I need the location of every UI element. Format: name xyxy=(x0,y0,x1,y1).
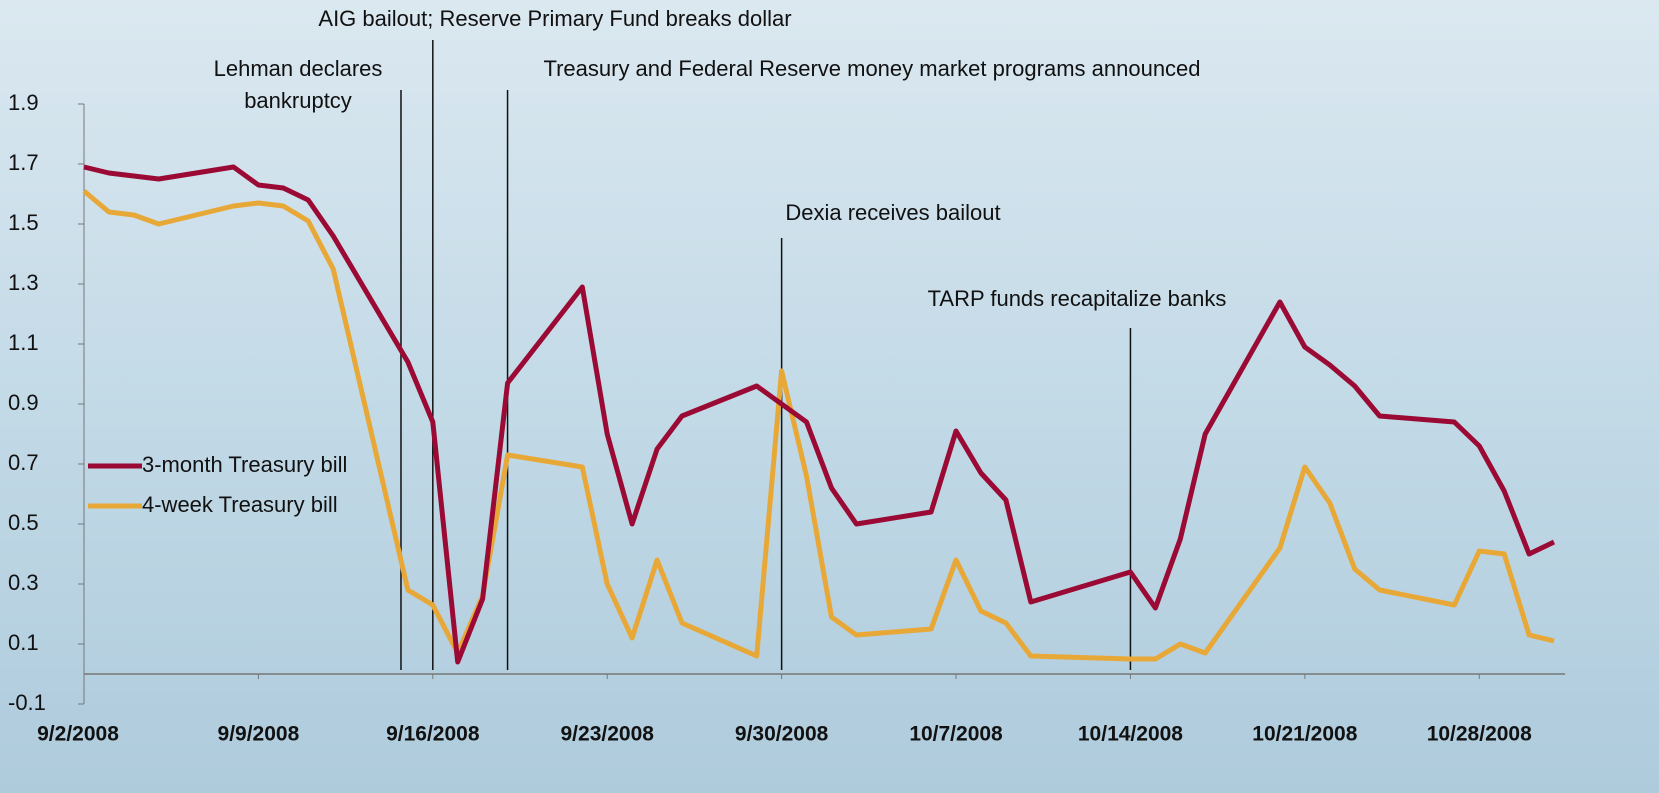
annotation-text: Lehman declares xyxy=(214,56,383,81)
y-tick-label: 0.1 xyxy=(8,630,39,655)
legend-label: 4-week Treasury bill xyxy=(142,492,338,517)
y-tick-label: 1.1 xyxy=(8,330,39,355)
y-tick-label: 1.3 xyxy=(8,270,39,295)
y-tick-label: 1.7 xyxy=(8,150,39,175)
series-line xyxy=(82,189,1555,662)
annotation-text: Dexia receives bailout xyxy=(785,200,1000,225)
x-tick-label: 9/2/2008 xyxy=(37,723,119,746)
y-tick-label: 0.9 xyxy=(8,390,39,415)
y-tick-label: 1.5 xyxy=(8,210,39,235)
x-tick-label: 10/28/2008 xyxy=(1427,723,1532,746)
y-tick-label: 1.9 xyxy=(8,90,39,115)
x-tick-label: 10/14/2008 xyxy=(1078,723,1183,746)
annotation-text: bankruptcy xyxy=(244,88,352,113)
x-tick-label: 10/21/2008 xyxy=(1252,723,1357,746)
y-tick-label: 0.5 xyxy=(8,510,39,535)
y-tick-label: 0.3 xyxy=(8,570,39,595)
x-tick-label: 9/16/2008 xyxy=(386,723,480,746)
x-tick-label: 9/9/2008 xyxy=(218,723,300,746)
y-tick-label: -0.1 xyxy=(8,690,46,715)
y-tick-label: 0.7 xyxy=(8,450,39,475)
series-line xyxy=(83,164,1556,665)
x-tick-label: 10/7/2008 xyxy=(909,723,1003,746)
legend-label: 3-month Treasury bill xyxy=(142,452,347,477)
x-tick-label: 9/30/2008 xyxy=(735,723,829,746)
x-tick-label: 9/23/2008 xyxy=(561,723,655,746)
annotation-text: TARP funds recapitalize banks xyxy=(928,286,1227,311)
annotation-text: Treasury and Federal Reserve money marke… xyxy=(543,56,1200,81)
annotation-text: AIG bailout; Reserve Primary Fund breaks… xyxy=(318,6,791,31)
